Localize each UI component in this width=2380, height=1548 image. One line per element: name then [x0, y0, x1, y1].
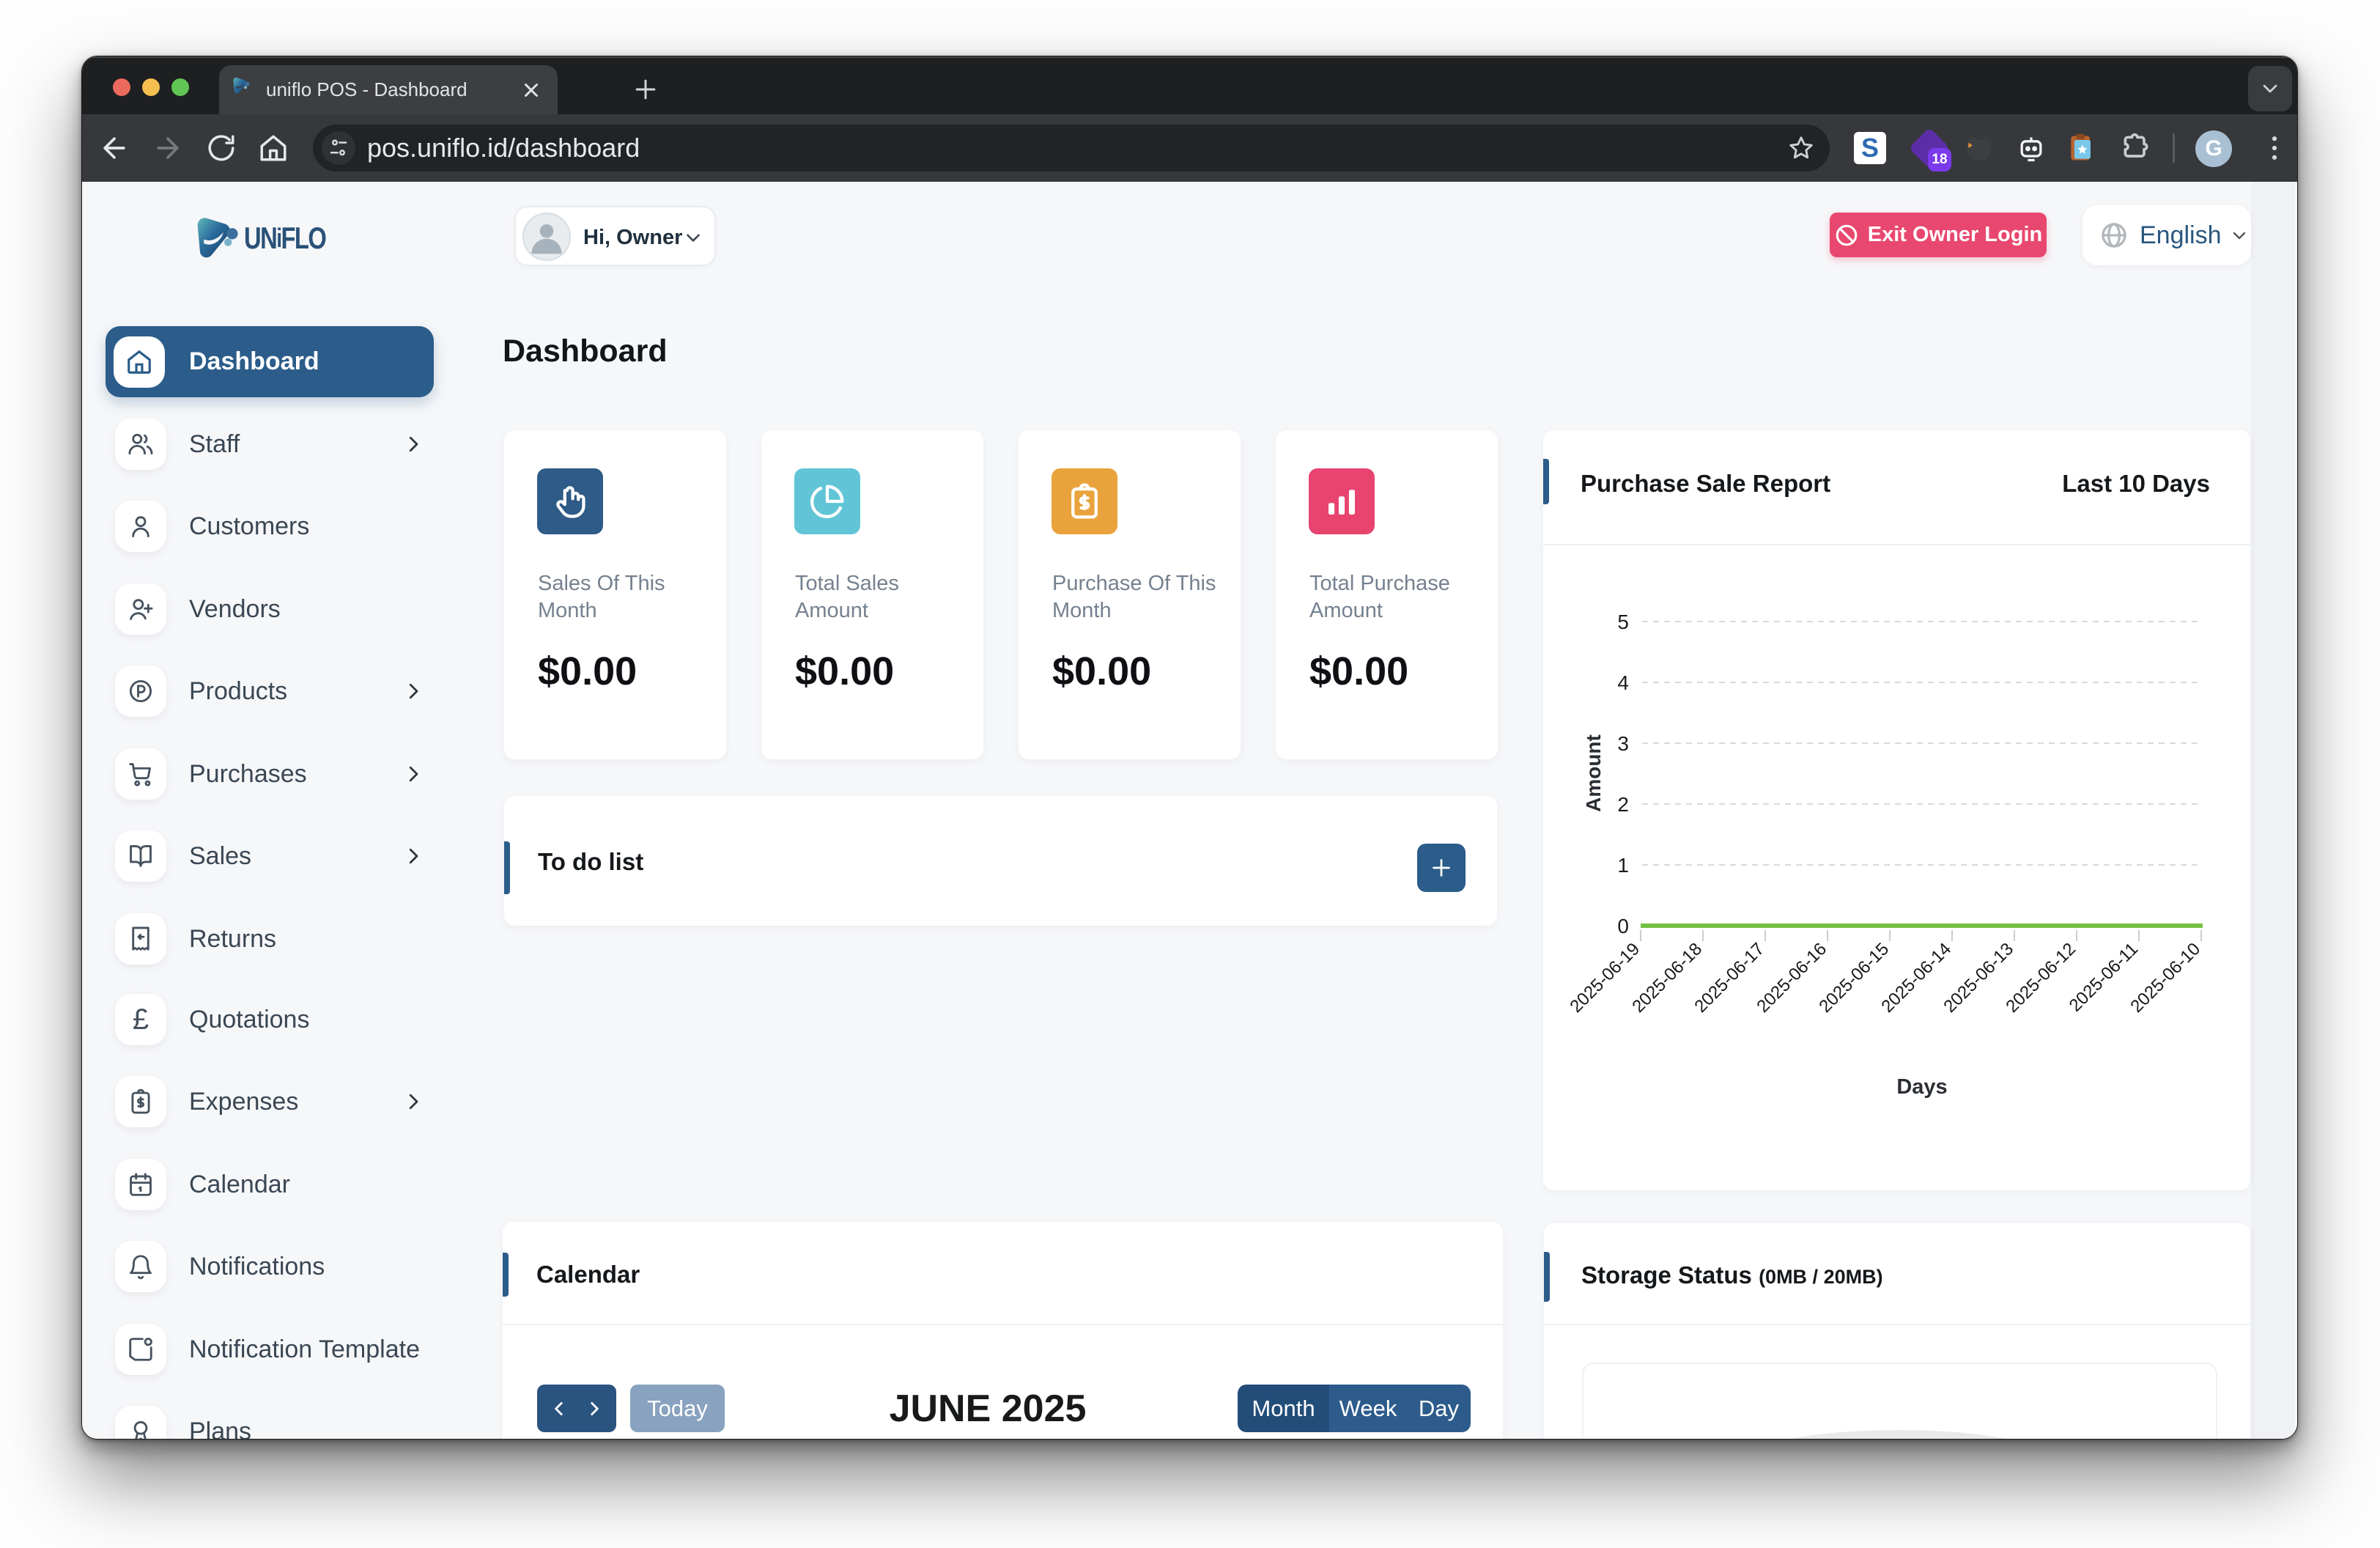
svg-text:3: 3 [1617, 732, 1629, 755]
svg-text:1: 1 [1617, 854, 1629, 877]
svg-text:5: 5 [1617, 611, 1629, 633]
svg-text:Days: Days [1896, 1075, 1947, 1099]
svg-text:Amount: Amount [1582, 734, 1605, 812]
svg-text:2: 2 [1617, 793, 1629, 816]
svg-text:4: 4 [1617, 671, 1629, 694]
svg-text:0: 0 [1617, 915, 1629, 937]
